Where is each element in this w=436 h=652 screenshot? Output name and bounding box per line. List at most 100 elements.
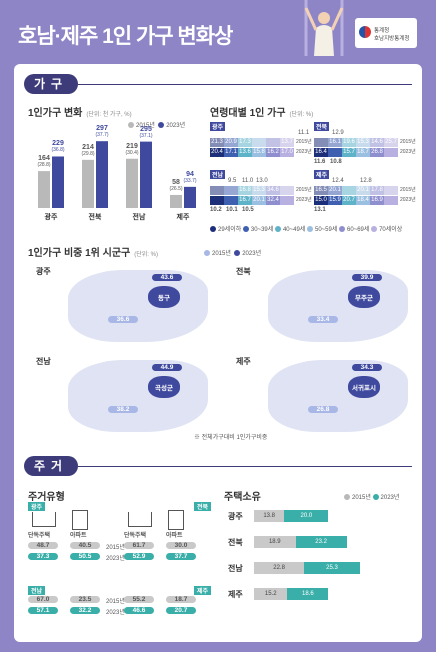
own-region: 제주	[228, 590, 243, 599]
own-2015-bar: 13.8	[254, 510, 285, 522]
bar-v2023	[52, 156, 64, 208]
age-bottom-value: 10.5	[242, 207, 254, 213]
house-2015: 48.7	[28, 542, 58, 549]
map-highlight-area	[148, 286, 180, 308]
own-title: 주택소유	[224, 492, 261, 503]
age-bottom-value: 10.2	[210, 207, 222, 213]
age-cell: 16.5	[314, 186, 328, 195]
age-region: 전남	[210, 170, 226, 179]
apt-2023: 37.7	[166, 553, 196, 560]
age-cell: 16.9	[370, 196, 384, 205]
bar-v2023	[96, 141, 108, 208]
bar-pct: (37.7)	[95, 132, 109, 139]
age-top-value: 11.0	[242, 178, 254, 184]
age-top-value: 12.8	[360, 178, 372, 184]
age-cell: 20.9	[224, 138, 238, 147]
age-top-value: 9.5	[228, 178, 237, 184]
own-2023-bar: 18.6	[287, 588, 329, 600]
map-2023-value: 34.3	[352, 364, 382, 371]
bar-pct: (30.4)	[125, 149, 139, 156]
own-region: 광주	[228, 512, 243, 521]
age-cell: 13.7	[280, 138, 294, 147]
age-cell: 17.3	[238, 138, 252, 147]
map-shape-전북	[268, 270, 408, 342]
age-cell: 20.1	[252, 196, 266, 205]
section-household: 가구	[24, 74, 78, 94]
bar-v2015	[82, 159, 94, 208]
type-title: 주거유형	[28, 492, 65, 503]
age-cell: 14.6	[370, 138, 384, 147]
bar-value-v2015: 58 (26.5)	[161, 179, 191, 192]
age-year: 2015년	[296, 187, 312, 193]
top-legend: 2015년 2023년	[204, 248, 261, 257]
own-2023-bar: 25.3	[304, 562, 360, 574]
age-year: 2023년	[296, 149, 312, 155]
age-cell: 15.7	[342, 148, 356, 157]
own-region: 전북	[228, 538, 243, 547]
age-cell: 15.3	[252, 186, 266, 195]
map-2023-value: 39.9	[352, 274, 382, 281]
house-icon	[32, 512, 56, 527]
age-cell: 16.8	[238, 186, 252, 195]
age-cell: 20.1	[328, 186, 342, 195]
age-cell	[224, 186, 238, 195]
type-region: 전남	[28, 586, 46, 595]
apt-2023: 32.2	[70, 607, 100, 614]
age-cell	[384, 196, 398, 205]
age-cell	[342, 186, 356, 195]
age-year: 2023년	[296, 197, 312, 203]
age-cell: 26.8	[370, 148, 384, 157]
bar-value-v2015: 214 (29.8)	[73, 144, 103, 157]
age-cell	[384, 148, 398, 157]
age-cell	[280, 186, 294, 195]
person-illustration	[300, 0, 348, 56]
age-cell: 17.0	[280, 148, 294, 157]
age-year: 2015년	[296, 139, 312, 145]
age-cell	[224, 196, 238, 205]
age-year: 2023년	[400, 197, 416, 203]
map-2015-value: 33.4	[308, 316, 338, 323]
apt-2015: 30.0	[166, 542, 196, 549]
section-divider-2	[78, 466, 412, 467]
age-bottom-value: 10.8	[330, 159, 342, 165]
bar-pct: (37.1)	[139, 132, 153, 139]
map-shape-광주	[68, 270, 208, 342]
bar-pct: (36.8)	[51, 147, 65, 154]
house-icon	[128, 512, 152, 527]
age-cell: 16.2	[266, 148, 280, 157]
age-cell: 15.8	[252, 148, 266, 157]
map-area-name: 곡성군	[155, 385, 173, 392]
own-region: 전남	[228, 564, 243, 573]
bar-value-v2023: 229 (36.8)	[43, 140, 73, 153]
brand-logo: 통계청 호남지방통계청	[355, 18, 417, 48]
own-2015-bar: 22.8	[254, 562, 305, 574]
apartment-icon	[168, 510, 184, 530]
age-year: 2023년	[400, 149, 416, 155]
house-2023: 46.6	[124, 607, 154, 614]
year-2015: 2015년	[106, 599, 125, 605]
year-2023: 2023년	[106, 610, 125, 616]
age-title: 연령대별 1인 가구 (단위: %)	[210, 108, 314, 119]
bar-pct: (28.8)	[37, 162, 51, 169]
emblem-icon	[359, 26, 371, 38]
age-cell: 17.8	[370, 186, 384, 195]
own-2023-bar: 23.2	[295, 536, 347, 548]
age-cell: 16.1	[328, 138, 342, 147]
age-cell: 19.6	[342, 138, 356, 147]
year-2015: 2015년	[106, 545, 125, 551]
map-shape-전남	[68, 360, 208, 432]
bar-value-v2023: 295 (37.1)	[131, 126, 161, 139]
map-2023-value: 43.6	[152, 274, 182, 281]
map-shape-제주	[268, 360, 408, 432]
age-legend: 29세이하 30~39세 40~49세 50~59세 60~69세 70세이상	[210, 224, 402, 233]
age-cell	[314, 138, 328, 147]
age-cell: 25.7	[384, 138, 398, 147]
map-2015-value: 36.6	[108, 316, 138, 323]
age-top-value: 11.1	[298, 130, 310, 136]
age-cell: 13.6	[238, 148, 252, 157]
brand-line1: 통계청	[374, 28, 390, 34]
map-highlight-area	[348, 376, 380, 398]
change-bar-chart	[38, 141, 196, 208]
age-cell: 32.4	[266, 196, 280, 205]
map-area-name: 동구	[158, 295, 170, 302]
